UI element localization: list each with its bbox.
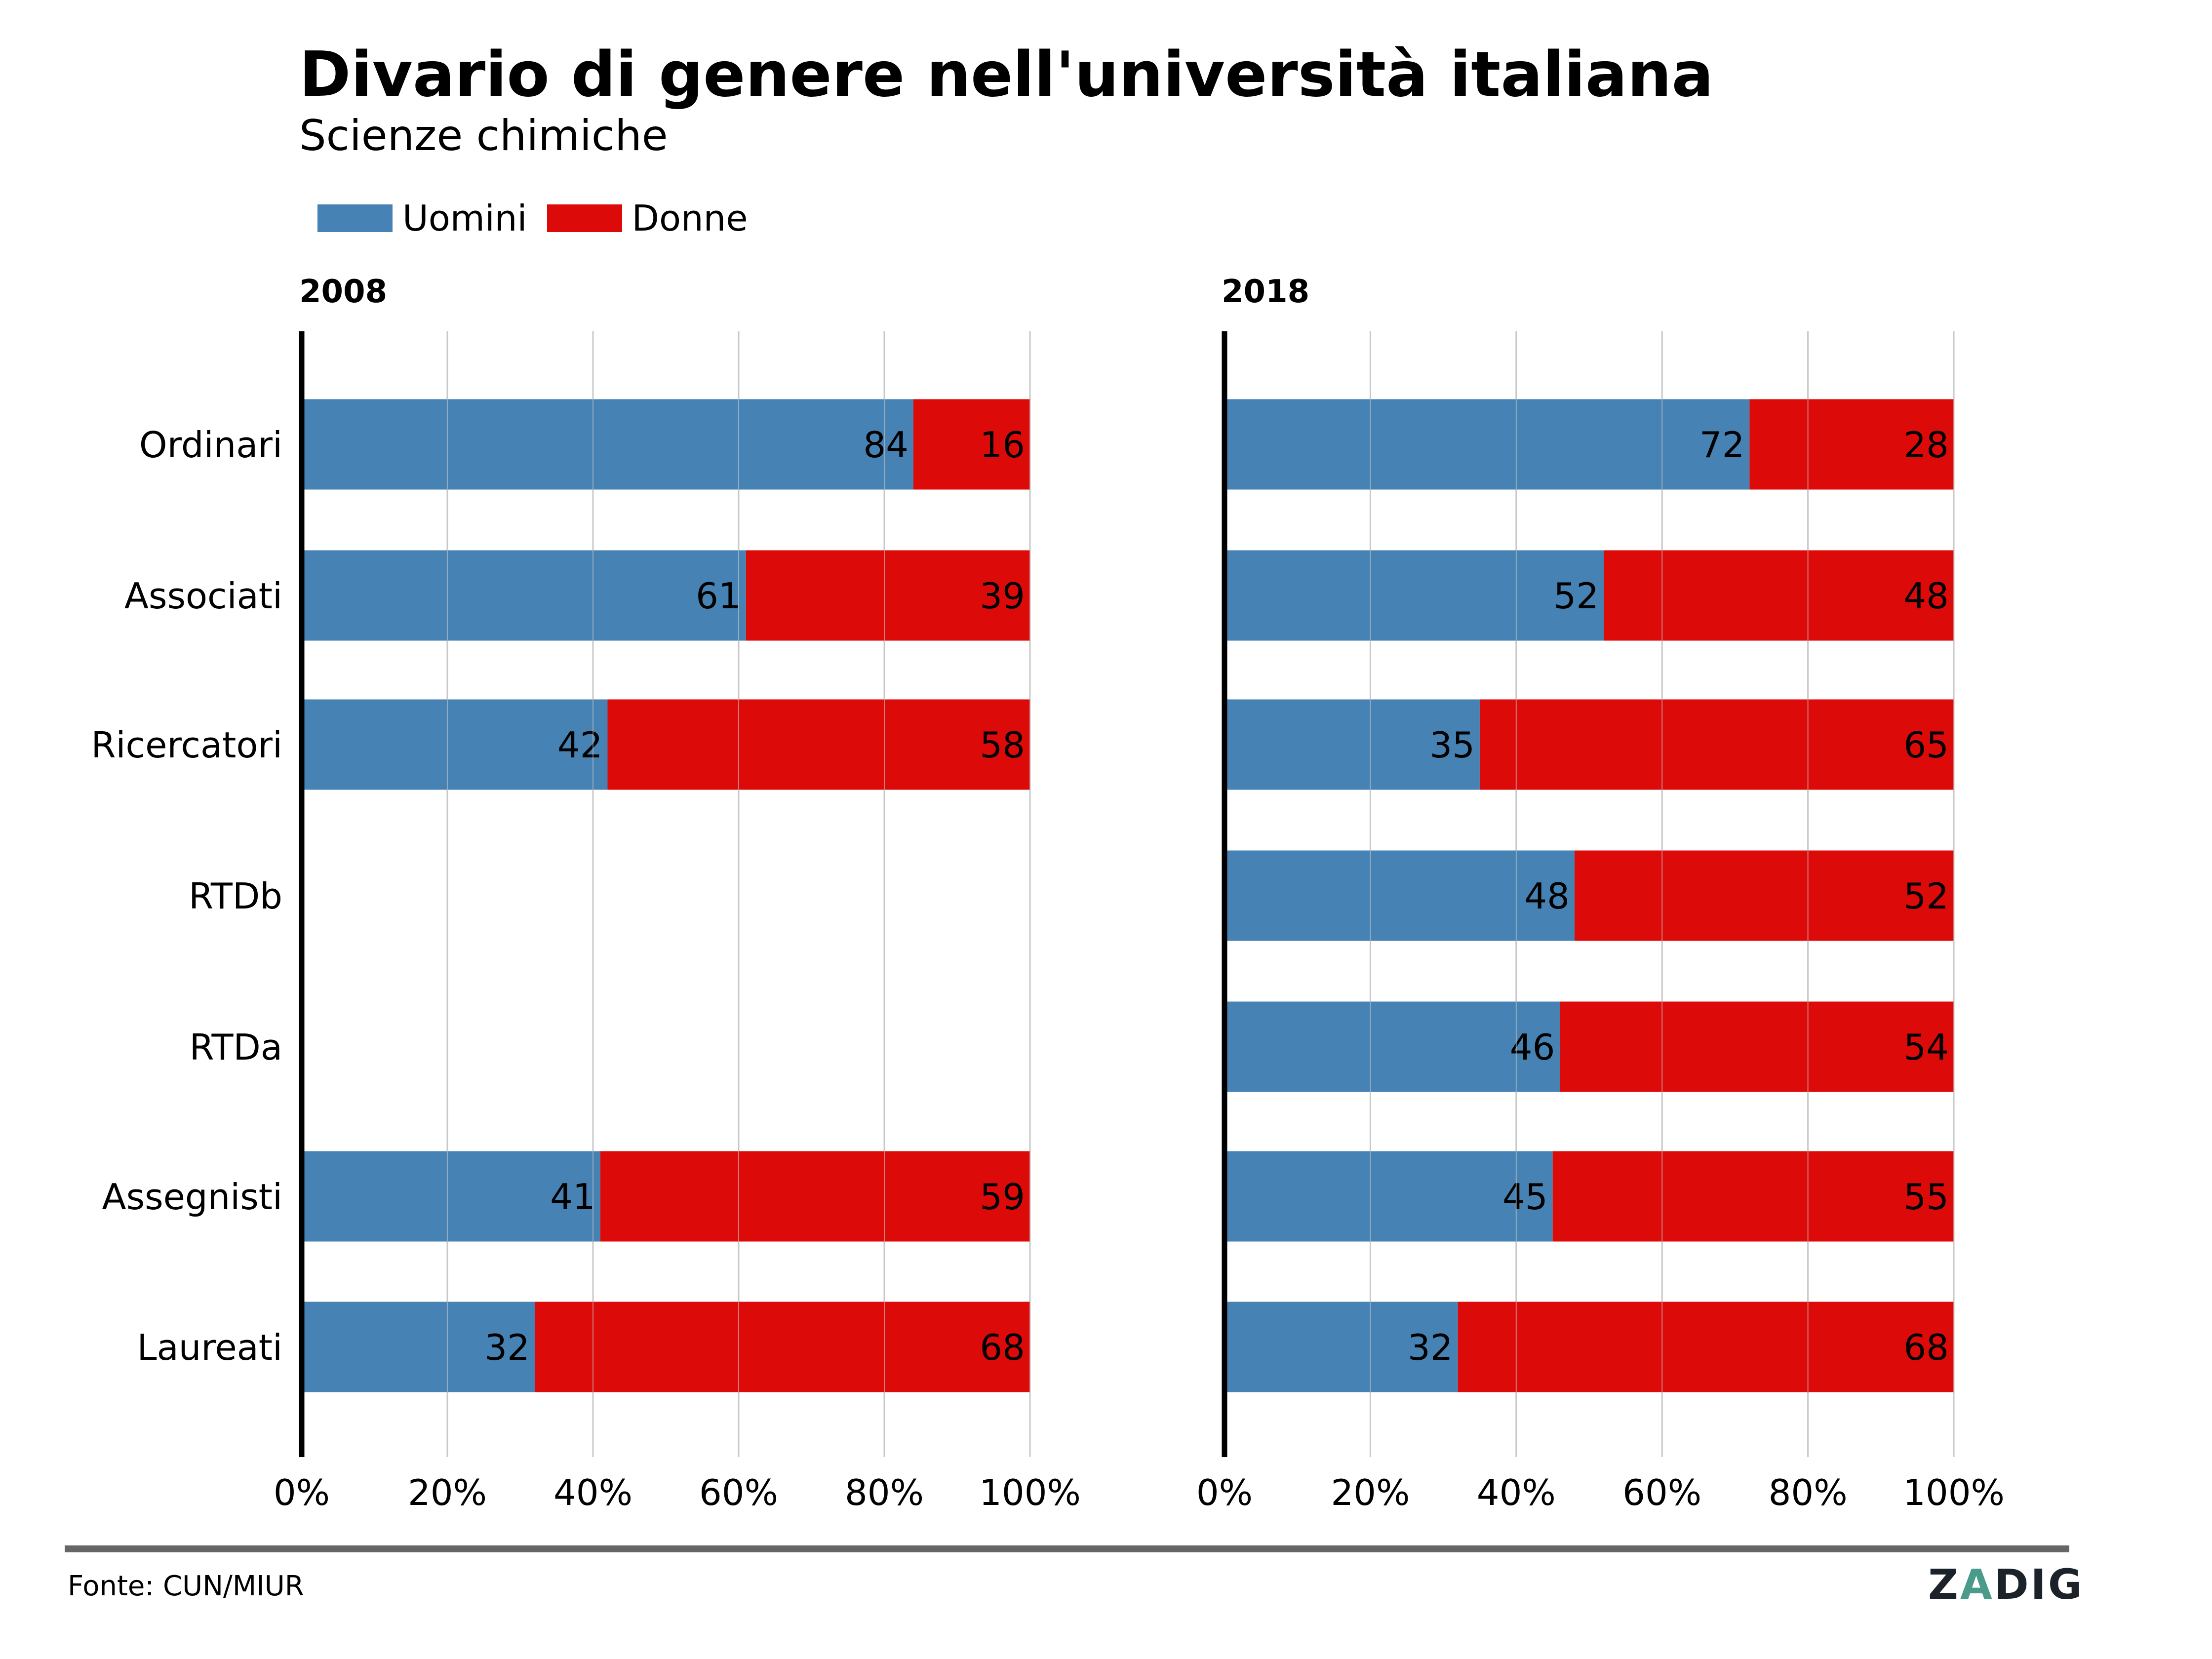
- bar-uomini-ordinari: [1224, 399, 1750, 490]
- bar-uomini-assegnisti: [302, 1151, 600, 1242]
- data-label: 35: [1429, 724, 1475, 766]
- x-tick-label: 40%: [553, 1472, 632, 1513]
- y-category-label: RTDb: [189, 875, 282, 917]
- data-label: 72: [1699, 424, 1745, 466]
- panel-title-2018: 2018: [1222, 274, 1309, 310]
- footer-divider: [65, 1545, 2069, 1552]
- data-label: 55: [1903, 1176, 1949, 1218]
- zadig-logo: ZADIG: [1928, 1560, 2084, 1609]
- bar-uomini-associati: [1224, 550, 1604, 641]
- bar-uomini-assegnisti: [1224, 1151, 1553, 1242]
- data-label: 42: [557, 724, 603, 766]
- bar-donne-associati: [1604, 550, 1954, 641]
- chart-title: Divario di genere nell'università italia…: [299, 38, 1714, 111]
- bar-donne-rtda: [1560, 1001, 1954, 1092]
- x-tick-label: 20%: [408, 1472, 487, 1513]
- data-label: 32: [484, 1327, 530, 1368]
- x-tick-label: 60%: [699, 1472, 778, 1513]
- bar-uomini-laureati: [1224, 1302, 1458, 1392]
- bar-uomini-ordinari: [302, 399, 913, 490]
- chart-subtitle: Scienze chimiche: [299, 111, 668, 160]
- y-category-label: Assegnisti: [102, 1176, 282, 1218]
- data-label: 59: [980, 1176, 1025, 1218]
- legend-swatch-uomini: [317, 204, 393, 232]
- legend-item-donne: Donne: [547, 198, 748, 239]
- data-label: 28: [1903, 424, 1949, 466]
- x-tick-label: 0%: [1196, 1472, 1253, 1513]
- data-label: 32: [1408, 1327, 1453, 1368]
- data-label: 48: [1903, 575, 1949, 617]
- bar-donne-assegnisti: [600, 1151, 1030, 1242]
- bar-uomini-rtdb: [1224, 850, 1575, 941]
- data-label: 39: [980, 575, 1025, 617]
- data-label: 52: [1903, 875, 1949, 917]
- x-tick-label: 60%: [1622, 1472, 1701, 1513]
- data-label: 65: [1903, 724, 1949, 766]
- x-tick-label: 0%: [274, 1472, 330, 1513]
- data-label: 16: [980, 424, 1025, 466]
- data-label: 45: [1502, 1176, 1548, 1218]
- data-label: 52: [1553, 575, 1599, 617]
- x-tick-label: 40%: [1477, 1472, 1556, 1513]
- logo-part: Z: [1928, 1560, 1960, 1609]
- bar-donne-ricercatori: [1479, 699, 1954, 790]
- data-label: 46: [1510, 1027, 1555, 1068]
- y-category-label: Laureati: [137, 1327, 282, 1368]
- logo-part: A: [1960, 1560, 1994, 1609]
- data-label: 68: [980, 1327, 1025, 1368]
- y-category-label: RTDa: [190, 1027, 282, 1068]
- bar-donne-assegnisti: [1552, 1151, 1954, 1242]
- legend-swatch-donne: [547, 204, 622, 232]
- data-label: 58: [980, 724, 1025, 766]
- x-tick-label: 80%: [1769, 1472, 1848, 1513]
- logo-part: DIG: [1994, 1560, 2084, 1609]
- bar-donne-laureati: [1458, 1302, 1954, 1392]
- legend-item-uomini: Uomini: [317, 198, 527, 239]
- bar-donne-ordinari: [1749, 399, 1954, 490]
- bar-donne-ordinari: [913, 399, 1030, 490]
- bar-uomini-ricercatori: [302, 699, 608, 790]
- bar-donne-rtdb: [1574, 850, 1954, 941]
- y-category-label: Ordinari: [139, 424, 282, 466]
- legend-label-donne: Donne: [632, 198, 748, 239]
- bar-donne-ricercatori: [607, 699, 1030, 790]
- x-tick-label: 80%: [845, 1472, 924, 1513]
- legend-label-uomini: Uomini: [402, 198, 527, 239]
- x-tick-label: 20%: [1331, 1472, 1410, 1513]
- source-note: Fonte: CUN/MIUR: [68, 1570, 304, 1602]
- x-tick-label: 100%: [979, 1472, 1081, 1513]
- bar-uomini-rtda: [1224, 1001, 1560, 1092]
- bar-uomini-laureati: [302, 1302, 535, 1392]
- bar-donne-laureati: [535, 1302, 1030, 1392]
- data-label: 48: [1524, 875, 1570, 917]
- bar-uomini-ricercatori: [1224, 699, 1480, 790]
- y-category-label: Ricercatori: [91, 724, 282, 766]
- bar-uomini-associati: [302, 550, 746, 641]
- bar-donne-associati: [746, 550, 1030, 641]
- panel-title-2008: 2008: [299, 274, 387, 310]
- legend: Uomini Donne: [317, 198, 768, 239]
- data-label: 61: [696, 575, 741, 617]
- y-category-label: Associati: [124, 575, 282, 617]
- x-tick-label: 100%: [1903, 1472, 2005, 1513]
- data-label: 54: [1903, 1027, 1949, 1068]
- data-label: 84: [863, 424, 908, 466]
- data-label: 41: [550, 1176, 595, 1218]
- data-label: 68: [1903, 1327, 1949, 1368]
